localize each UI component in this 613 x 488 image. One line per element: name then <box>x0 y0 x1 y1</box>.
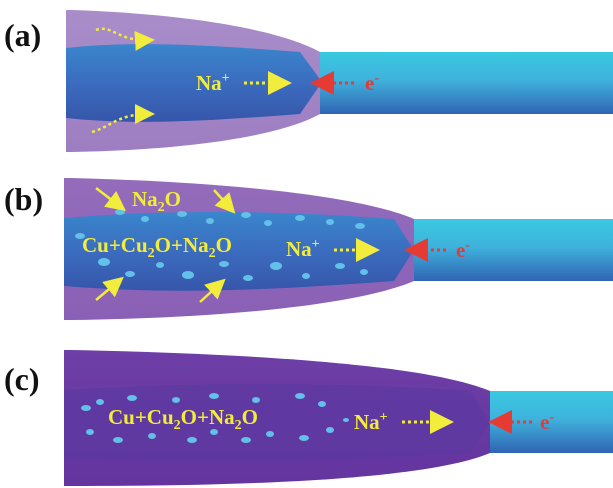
particle <box>187 437 197 443</box>
particle <box>264 220 272 226</box>
particle <box>125 271 135 277</box>
particle <box>318 401 326 407</box>
particle <box>209 393 219 399</box>
particles <box>81 393 349 443</box>
oxide-arrow <box>213 189 236 214</box>
panel-c: (c) Cu+Cu2O+Na2O Na+ <box>4 350 613 486</box>
particle <box>98 258 110 266</box>
particle <box>206 218 214 224</box>
particle <box>182 271 194 279</box>
particle <box>270 262 282 270</box>
oxide-arrow <box>95 276 124 301</box>
panel-label: (b) <box>4 181 43 217</box>
na-ion-label: Na+ <box>196 71 230 95</box>
diffusion-arrow <box>95 27 155 51</box>
oxide-label: Na2O <box>132 187 181 215</box>
electron-label: e- <box>540 410 554 434</box>
inner-core <box>64 211 414 291</box>
nanowire <box>392 219 613 281</box>
panel-b: (b) Na2O <box>4 178 613 320</box>
oxide-arrow <box>199 278 226 303</box>
particle <box>141 216 149 222</box>
particle <box>86 429 94 435</box>
particle <box>177 211 187 217</box>
na-ion-label: Na+ <box>354 410 388 434</box>
na-ion-label: Na+ <box>286 237 320 261</box>
electron-label: e- <box>456 238 470 262</box>
particle <box>127 395 137 401</box>
composition-label: Cu+Cu2O+Na2O <box>108 405 258 433</box>
particle <box>266 431 274 437</box>
particle <box>299 435 309 441</box>
particle <box>302 273 310 279</box>
particle <box>295 215 305 221</box>
particle <box>241 437 251 443</box>
particle <box>295 393 305 399</box>
inner-core <box>64 383 490 462</box>
particle <box>75 233 85 239</box>
particle <box>115 209 125 215</box>
particle <box>210 429 218 435</box>
particle <box>243 275 253 281</box>
particle <box>81 405 91 411</box>
panel-label: (a) <box>4 17 41 53</box>
particle <box>96 399 104 405</box>
panel-label: (c) <box>4 361 40 397</box>
particle <box>252 397 260 403</box>
particle <box>148 433 156 439</box>
panel-a: (a) Na+ e- <box>4 10 613 152</box>
particle <box>172 397 180 403</box>
particle <box>241 212 251 218</box>
oxide-arrow <box>95 187 126 212</box>
particle <box>360 269 368 275</box>
particle <box>326 219 334 225</box>
electron-label: e- <box>365 71 379 95</box>
composition-label: Cu+Cu2O+Na2O <box>82 233 232 261</box>
particle <box>219 261 229 267</box>
particle <box>156 262 164 268</box>
inner-core <box>66 44 322 122</box>
particle <box>326 427 334 433</box>
particle <box>343 418 349 422</box>
particle <box>335 263 345 269</box>
particle <box>113 437 123 443</box>
particle <box>355 223 365 229</box>
